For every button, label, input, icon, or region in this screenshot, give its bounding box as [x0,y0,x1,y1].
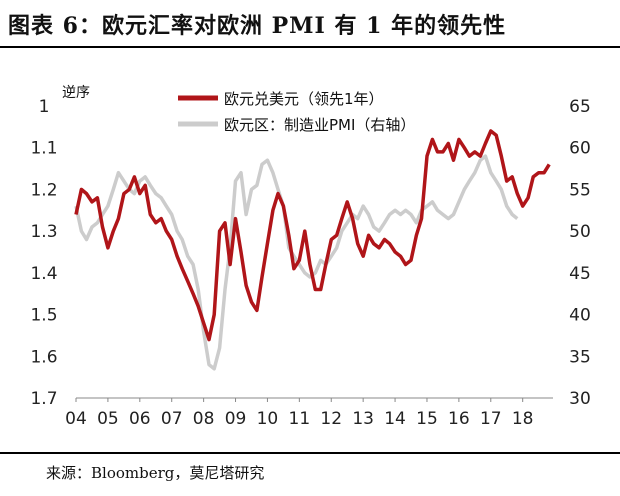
right-tick-label: 60 [569,139,591,159]
legend: 欧元兑美元（领先1年） 欧元区：制造业PMI（右轴） [178,90,415,134]
left-tick-label: 1 [39,97,50,117]
top-divider [0,46,620,48]
x-tick-label: 16 [448,409,470,429]
x-tick-label: 12 [320,409,342,429]
left-tick-label: 1.1 [30,139,57,159]
x-tick-label: 09 [225,409,247,429]
x-tick-label: 10 [257,409,279,429]
legend-label-pmi: 欧元区：制造业PMI（右轴） [224,116,415,134]
x-axis-ticks: 04 05 06 07 08 09 10 11 12 13 14 15 16 17 18 [65,398,534,429]
legend-label-eurusd: 欧元兑美元（领先1年） [224,90,384,108]
right-tick-label: 35 [569,347,591,367]
left-tick-label: 1.6 [30,347,57,367]
series-line-eurusd [74,129,551,342]
x-tick-label: 13 [352,409,374,429]
chart-title: 图表 6：欧元汇率对欧洲 PMI 有 1 年的领先性 [8,13,507,39]
x-tick-label: 17 [480,409,502,429]
left-tick-label: 1.7 [30,389,57,409]
left-tick-label: 1.5 [30,306,57,326]
x-tick-label: 14 [384,409,406,429]
right-tick-label: 40 [569,306,591,326]
left-axis-label: 逆序 [62,85,90,101]
left-tick-label: 1.3 [30,222,57,242]
bottom-divider [0,452,620,454]
right-tick-label: 50 [569,222,591,242]
x-tick-label: 11 [289,409,311,429]
right-tick-label: 55 [569,180,591,200]
left-tick-label: 1.2 [30,180,57,200]
right-tick-label: 30 [569,389,591,409]
series-line-pmi [74,154,519,371]
right-axis-ticks: 65 60 55 50 45 40 35 30 [569,97,591,409]
x-tick-label: 15 [416,409,438,429]
right-tick-label: 65 [569,97,591,117]
x-tick-label: 07 [161,409,183,429]
x-tick-label: 04 [65,409,87,429]
right-tick-label: 45 [569,264,591,284]
series-layer [74,129,551,371]
left-axis-ticks: 1 1.1 1.2 1.3 1.4 1.5 1.6 1.7 [30,97,57,409]
source-note: 来源：Bloomberg，莫尼塔研究 [46,464,265,482]
x-tick-label: 06 [129,409,151,429]
x-tick-label: 05 [97,409,119,429]
left-tick-label: 1.4 [30,264,57,284]
x-tick-label: 18 [512,409,534,429]
x-tick-label: 08 [193,409,215,429]
